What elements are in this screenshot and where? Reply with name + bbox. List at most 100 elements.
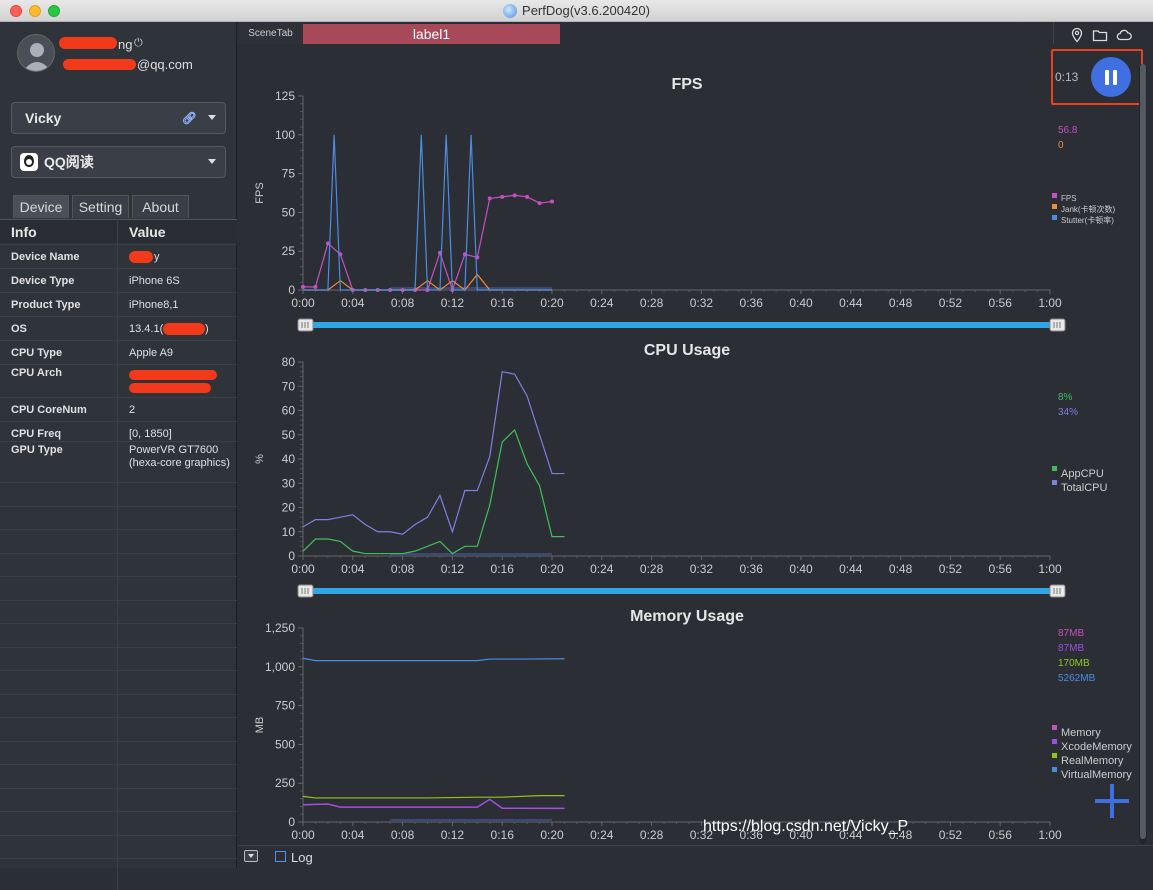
info-key: Device Name [11,251,80,263]
add-icon[interactable] [1095,784,1129,818]
x-tick-label: 0:40 [789,562,813,576]
redaction-mark [163,323,205,335]
log-checkbox[interactable] [275,851,286,862]
info-table-header: Info Value [0,219,237,243]
empty-table-row [0,834,237,859]
x-tick-label: 0:12 [441,296,465,310]
info-value: PowerVR GT7600 (hexa-core graphics) [129,444,230,469]
x-tick-label: 0:20 [540,562,564,576]
x-tick-label: 1:00 [1038,296,1062,310]
info-key: CPU Arch [11,367,62,379]
info-column-header: Info [11,224,37,240]
x-tick-label: 0:12 [441,562,465,576]
empty-table-row [0,552,237,577]
scene-label[interactable]: label1 [303,24,560,44]
y-tick-label: 50 [282,205,296,219]
legend-label: Memory [1061,727,1101,739]
folder-icon[interactable] [1092,27,1108,43]
table-row: Device Name y [0,244,237,268]
scrollbar-thumb[interactable] [1140,64,1146,839]
x-tick-label: 0:32 [690,562,714,576]
y-axis-label: MB [254,717,266,734]
pause-button[interactable] [1091,57,1131,97]
location-icon[interactable] [1069,27,1085,43]
legend-swatch [1052,193,1057,198]
close-window-button[interactable] [10,5,22,17]
x-tick-label: 0:04 [341,828,365,842]
chart-2: CPU Usage% 0 10 20 30 40 50 60 70 80 0:00 0:04 0:08 0… [254,342,1108,598]
y-tick-label: 60 [282,404,296,418]
link-icon[interactable]: 🔗︎ [181,111,197,125]
legend-swatch [1052,480,1057,485]
range-slider-track [298,588,1064,594]
device-select[interactable]: Vicky 🔗︎ [11,102,226,134]
info-value: Apple A9 [129,347,174,359]
x-tick-label: 0:00 [291,562,315,576]
table-row: CPU CoreNum 2 [0,397,237,421]
expand-log-button[interactable] [244,850,258,862]
y-tick-label: 0 [288,815,295,829]
x-tick-label: 0:56 [989,562,1013,576]
y-tick-label: 500 [275,737,295,751]
empty-table-row [0,717,237,741]
empty-table-row [0,646,237,671]
data-point [301,284,305,289]
x-tick-label: 0:28 [640,828,664,842]
info-key: CPU Freq [11,428,62,440]
bottom-bar: Log [238,845,1153,868]
cloud-icon[interactable] [1116,27,1132,43]
legend-label: Stutter(卡顿率) [1061,215,1114,225]
app-select[interactable]: QQ阅读 [11,146,226,178]
vertical-scrollbar[interactable] [1139,64,1147,844]
legend-swatch [1052,215,1057,220]
data-point [500,194,505,199]
series-line [302,428,565,555]
x-tick-label: 0:04 [341,562,365,576]
account-name: ng [118,37,133,52]
maximize-window-button[interactable] [48,5,60,17]
legend-label: VirtualMemory [1061,769,1132,781]
x-tick-label: 0:36 [740,828,764,842]
x-tick-label: 0:40 [789,828,813,842]
time-selection-band [390,553,552,556]
current-value: 87MB [1058,628,1084,639]
y-axis-label: % [254,454,266,464]
legend-swatch [1052,725,1057,730]
minimize-window-button[interactable] [29,5,41,17]
chevron-down-icon [248,854,254,858]
info-key: CPU CoreNum [11,404,87,416]
y-tick-label: 750 [275,699,295,713]
tab-about[interactable]: About [132,195,189,218]
chart-title: FPS [671,76,702,93]
log-label: Log [291,850,313,865]
series-line [302,798,565,809]
x-tick-label: 0:56 [989,828,1013,842]
x-tick-label: 0:24 [590,296,614,310]
info-key: Product Type [11,299,81,311]
x-tick-label: 0:04 [341,296,365,310]
x-tick-label: 0:52 [939,828,963,842]
x-tick-label: 0:48 [889,828,913,842]
record-control: 0:13 [1051,49,1143,105]
empty-table-row [0,670,237,694]
power-icon[interactable]: ⏻ [134,37,143,49]
time-selection-band [390,287,552,290]
tab-setting[interactable]: Setting [72,195,129,218]
legend-swatch [1052,204,1057,209]
scene-tab[interactable]: SceneTab [238,22,303,44]
empty-table-row [0,811,237,835]
empty-table-row [0,482,237,506]
avatar[interactable] [17,34,55,72]
x-tick-label: 0:44 [839,296,863,310]
watermark-text: https://blog.csdn.net/Vicky_P [703,818,909,835]
data-point [537,201,542,206]
x-tick-label: 0:40 [789,296,813,310]
legend-swatch [1052,767,1057,772]
current-value: 87MB [1058,643,1084,654]
tab-device[interactable]: Device [13,195,69,218]
series-line [302,370,565,535]
current-value: 8% [1058,392,1073,403]
legend-label: XcodeMemory [1061,741,1132,753]
info-key: CPU Type [11,347,63,359]
series-line [303,134,552,291]
